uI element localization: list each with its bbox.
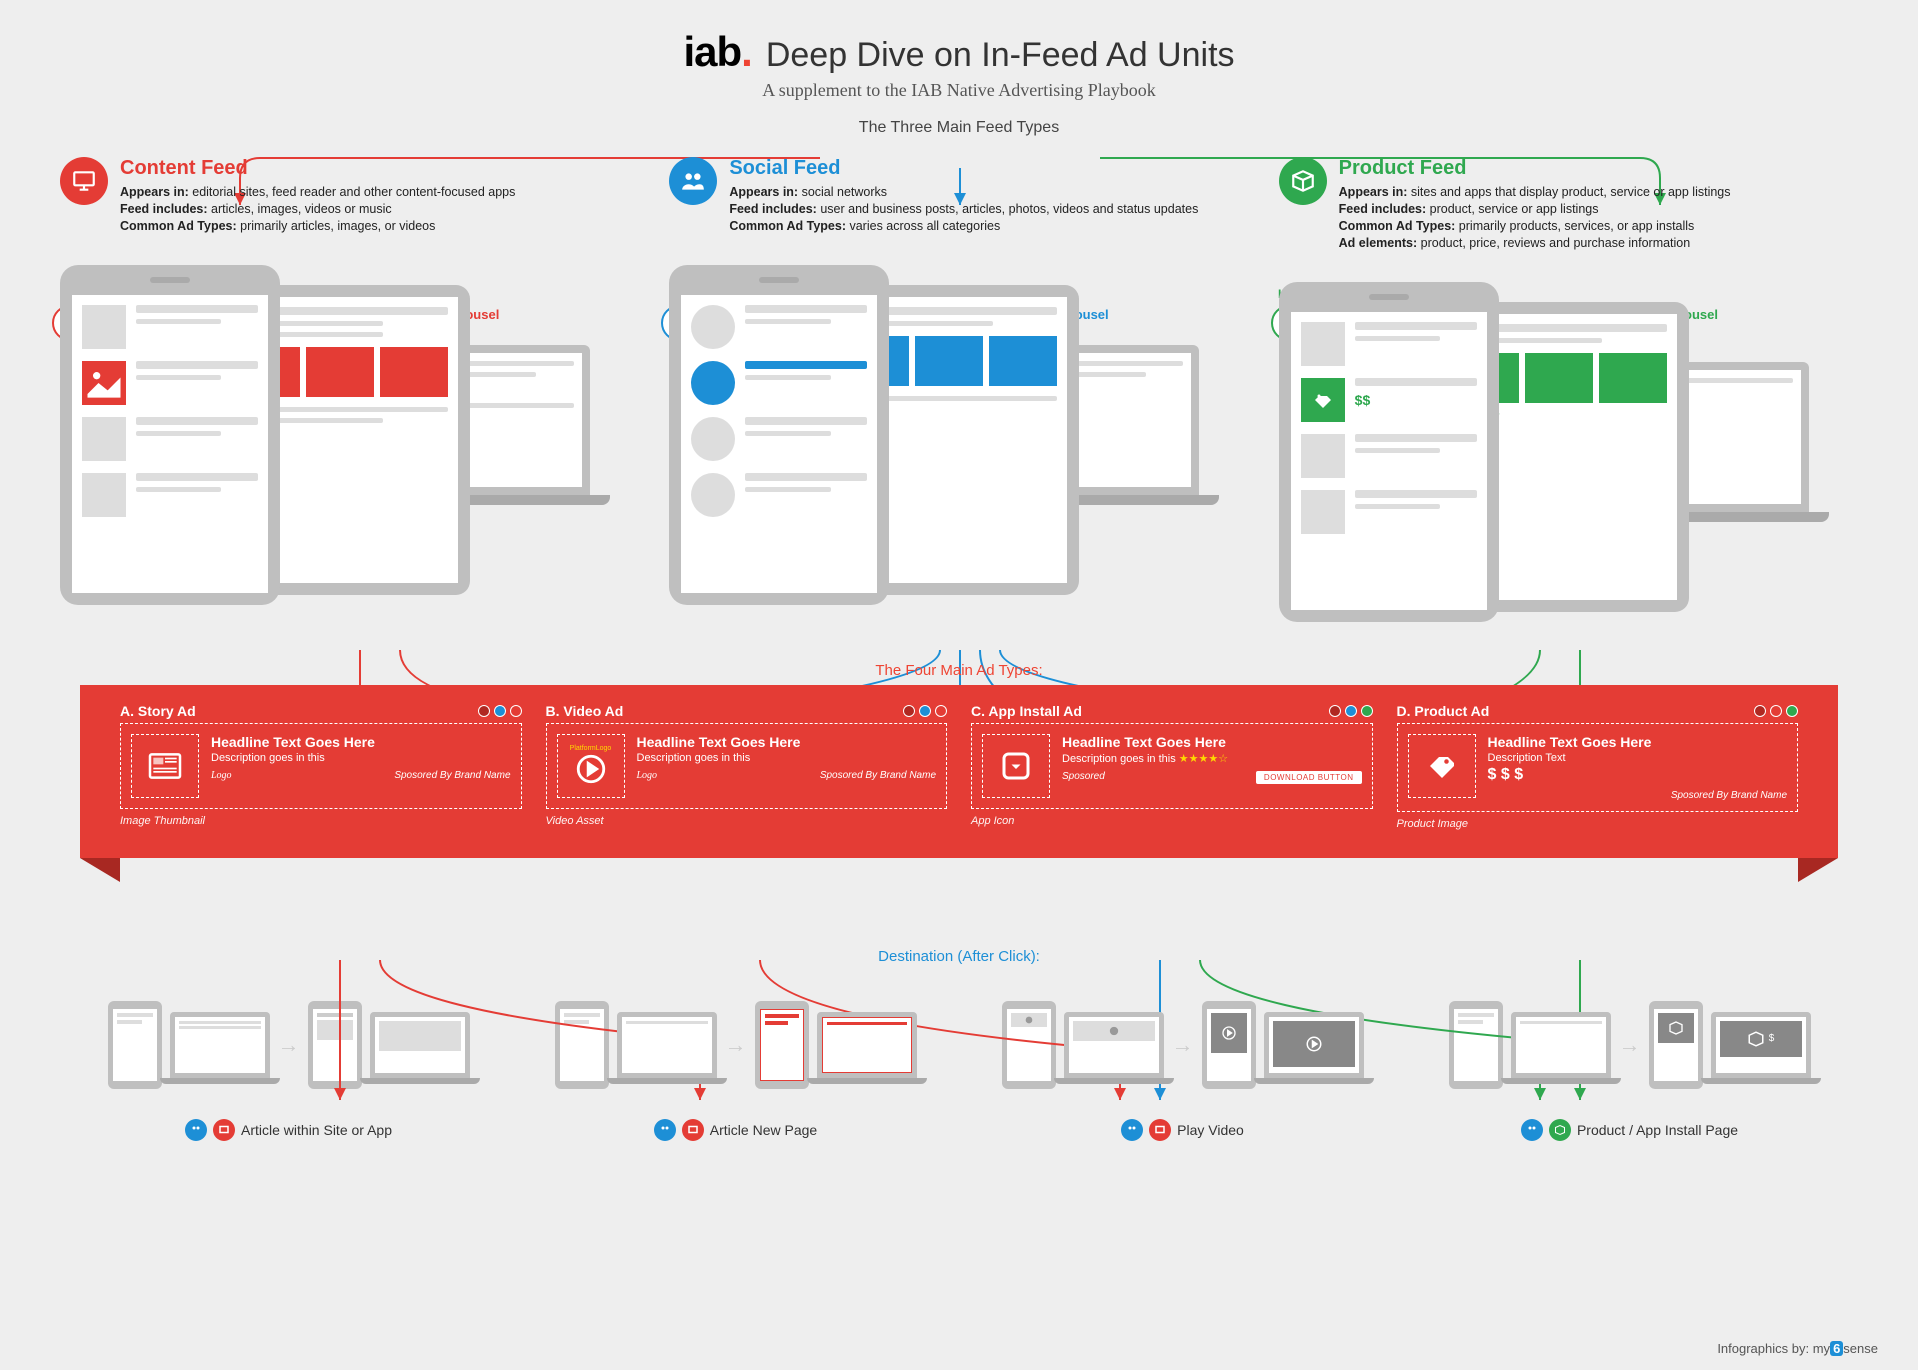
- social-desc: Appears in: social networks Feed include…: [729, 184, 1198, 235]
- ad-app: C. App Install Ad Headline Text Goes Her…: [971, 703, 1373, 830]
- monitor-icon: [60, 157, 108, 205]
- ad-types-banner: A. Story Ad Headline Text Goes Here Desc…: [80, 685, 1838, 858]
- social-dot-icon: [185, 1119, 207, 1141]
- content-desc: Appears in: editorial sites, feed reader…: [120, 184, 515, 235]
- ad-product: D. Product Ad Headline Text Goes Here De…: [1397, 703, 1799, 830]
- social-feed-column: Social Feed Appears in: social networks …: [669, 157, 1248, 622]
- ad-story: A. Story Ad Headline Text Goes Here Desc…: [120, 703, 522, 830]
- dest-product: → $ Product / App Install Page: [1421, 985, 1838, 1141]
- content-title: Content Feed: [120, 157, 515, 180]
- destination-label: Destination (After Click):: [0, 948, 1918, 965]
- content-feed-column: Content Feed Appears in: editorial sites…: [60, 157, 639, 622]
- header: iab. Deep Dive on In-Feed Ad Units A sup…: [0, 0, 1918, 109]
- ad-video: B. Video Ad PlatformLogo Headline Text G…: [546, 703, 948, 830]
- content-dot-icon: [1149, 1119, 1171, 1141]
- content-dot-icon: [682, 1119, 704, 1141]
- dest-article-new: → Article New Page: [527, 985, 944, 1141]
- product-title: Product Feed: [1339, 157, 1731, 180]
- social-mockups: [669, 265, 1248, 605]
- arrow-icon: →: [278, 1032, 300, 1058]
- credit: Infographics by: my6sense: [1717, 1341, 1878, 1356]
- download-icon: [982, 734, 1050, 798]
- product-dot-icon: [1549, 1119, 1571, 1141]
- feed-columns: Content Feed Appears in: editorial sites…: [0, 137, 1918, 622]
- content-mockups: [60, 265, 639, 605]
- iab-logo: iab.: [683, 28, 751, 76]
- product-desc: Appears in: sites and apps that display …: [1339, 184, 1731, 252]
- arrow-icon: →: [725, 1032, 747, 1058]
- page-title: Deep Dive on In-Feed Ad Units: [766, 36, 1235, 75]
- page-subtitle: A supplement to the IAB Native Advertisi…: [0, 80, 1918, 101]
- product-feed-column: Product Feed Appears in: sites and apps …: [1279, 157, 1858, 622]
- social-title: Social Feed: [729, 157, 1198, 180]
- dest-video: → Play Video: [974, 985, 1391, 1141]
- tag-icon: [1408, 734, 1476, 798]
- destinations: → Article within Site or App → Article N…: [0, 965, 1918, 1151]
- social-dot-icon: [654, 1119, 676, 1141]
- box-icon: [1279, 157, 1327, 205]
- dest-article-within: → Article within Site or App: [80, 985, 497, 1141]
- ad-types-label: The Four Main Ad Types:: [80, 662, 1838, 679]
- social-dot-icon: [1521, 1119, 1543, 1141]
- play-icon: PlatformLogo: [557, 734, 625, 798]
- feed-types-label: The Three Main Feed Types: [0, 119, 1918, 137]
- social-dot-icon: [1121, 1119, 1143, 1141]
- image-thumbnail-icon: [131, 734, 199, 798]
- arrow-icon: →: [1172, 1032, 1194, 1058]
- people-icon: [669, 157, 717, 205]
- arrow-icon: →: [1619, 1032, 1641, 1058]
- content-dot-icon: [213, 1119, 235, 1141]
- ad-types-section: The Four Main Ad Types: A. Story Ad Head…: [80, 662, 1838, 858]
- product-mockups: $$ $$$$$$: [1279, 282, 1858, 622]
